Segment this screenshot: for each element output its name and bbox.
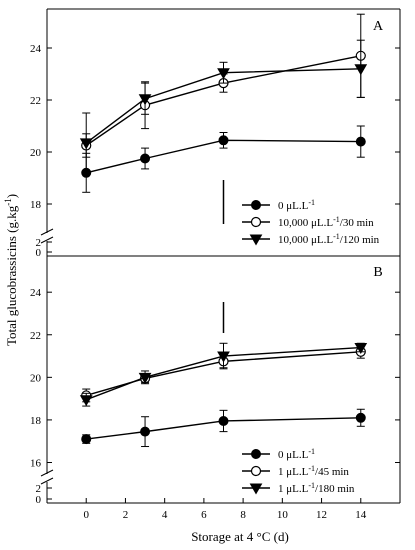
marker-filled-circle: [251, 200, 261, 210]
x-tick-label: 12: [316, 509, 327, 521]
legend-label-main: 10,000 μL.L: [278, 217, 333, 229]
x-tick-label: 0: [83, 509, 89, 521]
marker-filled-triangle-down: [79, 395, 93, 407]
x-tick-label: 10: [277, 509, 289, 521]
marker-filled-circle: [218, 135, 229, 146]
y-tick-label: 0: [36, 494, 42, 506]
legend-label-sup: -1: [308, 464, 315, 473]
marker-filled-triangle-down: [249, 234, 263, 246]
marker-filled-circle: [81, 434, 92, 445]
x-tick-label: 14: [355, 509, 367, 521]
marker-filled-triangle-down: [354, 343, 368, 355]
marker-filled-triangle-down: [217, 351, 230, 363]
legend-label-main: 0 μL.L: [278, 200, 309, 212]
x-axis: 0 2 4 6 8 10 12 14: [47, 498, 400, 521]
y-tick-label: 18: [30, 415, 42, 427]
marker-open-circle: [250, 465, 262, 477]
legend-label-sup: -1: [333, 232, 340, 241]
series-line: [85, 55, 361, 147]
y-tick-label: 0: [36, 247, 42, 259]
y-tick-label: 16: [30, 457, 42, 469]
series-line: [86, 351, 361, 397]
marker-filled-circle: [355, 412, 366, 423]
legend-label-sup: -1: [308, 198, 315, 207]
legend-label-main: 10,000 μL.L: [278, 234, 333, 246]
marker-filled-circle: [355, 136, 366, 147]
marker-filled-circle: [140, 153, 151, 164]
legend-label-suffix: /45 min: [315, 466, 349, 478]
marker-filled-circle: [251, 449, 261, 459]
legend-label: 1 μL.L-1/45 min: [278, 464, 349, 479]
marker-filled-triangle-down: [217, 68, 230, 80]
panel-letter: B: [373, 265, 382, 280]
legend-label: 1 μL.L-1/180 min: [278, 481, 355, 496]
legend-label: 0 μL.L-1: [278, 447, 315, 462]
y-axis-title-end: ): [4, 194, 19, 198]
y-tick-label: 20: [30, 147, 42, 159]
y-axis-title-sup: -1: [3, 198, 13, 206]
legend-label-main: 1 μL.L: [278, 466, 309, 478]
legend-label-sup: -1: [308, 481, 315, 490]
marker-filled-circle: [140, 426, 151, 437]
marker-open-circle: [250, 216, 262, 228]
legend-label-suffix: /180 min: [315, 483, 355, 495]
y-tick-label: 2: [36, 237, 42, 249]
legend-label: 10,000 μL.L-1/30 min: [278, 215, 374, 230]
series-line: [85, 68, 361, 144]
marker-filled-triangle-down: [249, 483, 263, 495]
axis-break-mark: [40, 477, 54, 485]
marker-filled-circle: [218, 415, 229, 426]
legend-label-suffix: /30 min: [340, 217, 374, 229]
marker-filled-triangle-down: [138, 372, 152, 384]
legend-label: 0 μL.L-1: [278, 198, 315, 213]
legend-label-main: 0 μL.L: [278, 449, 309, 461]
x-tick-label: 4: [162, 509, 168, 521]
x-tick-label: 2: [123, 509, 129, 521]
y-tick-label: 20: [30, 372, 42, 384]
series-line: [86, 417, 361, 440]
axis-break-mark: [40, 469, 54, 477]
y-tick-label: 22: [30, 95, 41, 107]
y-tick-label: 24: [30, 43, 42, 55]
axis-break-mark: [40, 228, 54, 236]
y-axis-title-main: Total glucobrassicins (g.kg: [4, 205, 19, 346]
y-tick-label: 24: [30, 287, 42, 299]
legend-label: 10,000 μL.L-1/120 min: [278, 232, 380, 247]
marker-filled-triangle-down: [79, 138, 93, 150]
y-axis-title: Total glucobrassicins (g.kg-1): [3, 194, 19, 346]
x-tick-label: 6: [201, 509, 207, 521]
panel-letter: A: [373, 19, 384, 34]
series-line: [85, 346, 361, 401]
x-tick-label: 8: [240, 509, 246, 521]
y-tick-label: 22: [30, 330, 41, 342]
legend-label-suffix: /120 min: [340, 234, 380, 246]
legend-label-sup: -1: [308, 447, 315, 456]
marker-filled-triangle-down: [138, 94, 152, 106]
x-axis-title: Storage at 4 °C (d): [191, 529, 289, 544]
legend-label-main: 1 μL.L: [278, 483, 309, 495]
plot-frames: [40, 8, 401, 503]
axis-break-mark: [40, 236, 54, 244]
marker-filled-triangle-down: [354, 64, 368, 76]
legend-label-sup: -1: [333, 215, 340, 224]
y-tick-label: 18: [30, 199, 42, 211]
y-tick-label: 2: [36, 483, 42, 495]
series-line: [86, 139, 361, 174]
